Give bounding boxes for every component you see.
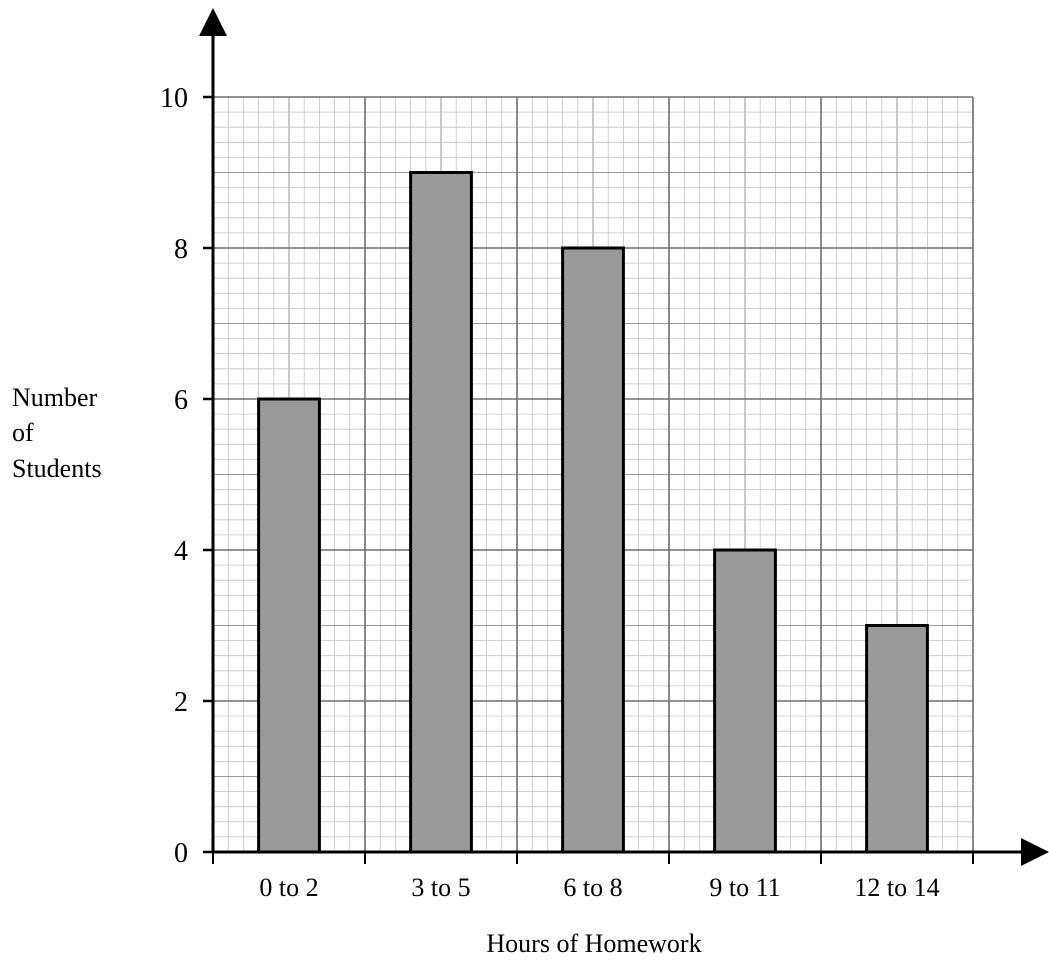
y-tick-label: 2 xyxy=(174,687,188,718)
bar-6-to-8 xyxy=(561,246,625,854)
y-tick-label: 0 xyxy=(174,838,188,869)
x-axis-title: Hours of Homework xyxy=(486,929,701,958)
y-tick-label: 4 xyxy=(174,536,188,567)
x-category-labels: 0 to 2 3 to 5 6 to 8 9 to 11 12 to 14 xyxy=(259,873,939,902)
bar-0-to-2 xyxy=(257,397,321,854)
y-axis-arrow xyxy=(199,8,227,36)
y-tick-labels: 0 2 4 6 8 10 xyxy=(160,83,188,869)
y-axis-title-line-3: Students xyxy=(12,454,102,483)
y-ticks xyxy=(203,95,213,854)
x-ticks xyxy=(212,852,974,864)
x-category-label: 12 to 14 xyxy=(854,873,939,902)
y-tick-label: 8 xyxy=(174,234,188,265)
y-tick-label: 6 xyxy=(174,385,188,416)
x-category-label: 0 to 2 xyxy=(259,873,318,902)
bar-3-to-5 xyxy=(409,171,473,854)
y-axis-title-line-2: of xyxy=(12,418,34,447)
x-category-label: 6 to 8 xyxy=(563,873,622,902)
y-axis-title-line-1: Number xyxy=(12,383,98,412)
y-tick-label: 10 xyxy=(160,83,188,114)
bar-12-to-14 xyxy=(865,624,929,854)
x-category-label: 9 to 11 xyxy=(709,873,780,902)
bar-9-to-11 xyxy=(713,548,777,854)
x-category-label: 3 to 5 xyxy=(411,873,470,902)
bars xyxy=(257,171,929,854)
axes xyxy=(199,8,1049,866)
x-axis-arrow xyxy=(1021,838,1049,866)
